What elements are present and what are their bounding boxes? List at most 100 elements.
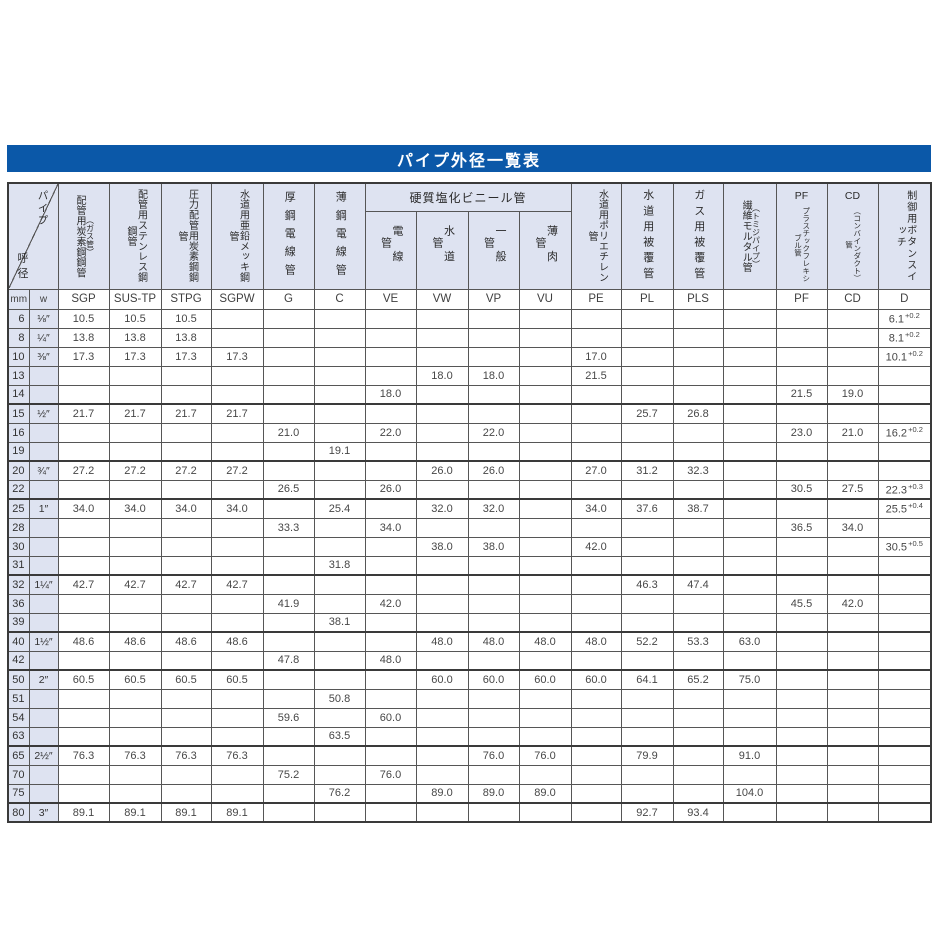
- cell-pl: [620, 764, 674, 785]
- cell-cd: [826, 650, 879, 671]
- table-row: 15 ½″ 21.7 21.7 21.7 21.7 25.7 26.8: [7, 403, 932, 424]
- col-header-ve: 電線管: [364, 210, 417, 290]
- cell-vu: [518, 384, 572, 405]
- cell-g: [262, 403, 315, 424]
- cell-cd: [826, 555, 879, 576]
- cell-c: [313, 346, 366, 367]
- cell-vw: [415, 764, 469, 785]
- col-header-pf: PF プラスチックフレキシブル管: [775, 182, 828, 290]
- cell-ve: [364, 555, 417, 576]
- cell-sus: 42.7: [108, 574, 162, 595]
- cell-pe: [570, 384, 622, 405]
- cell-inch: [28, 726, 59, 747]
- cell-inch: 1″: [28, 498, 59, 519]
- cell-d: [877, 593, 932, 614]
- cell-d: [877, 365, 932, 386]
- cell-mm: 8: [7, 327, 30, 348]
- cell-pls: 93.4: [672, 802, 724, 823]
- cell-pe: 17.0: [570, 346, 622, 367]
- cell-pe: 48.0: [570, 631, 622, 652]
- cell-pl: [620, 726, 674, 747]
- cell-mm: 51: [7, 688, 30, 709]
- cell-c: [313, 327, 366, 348]
- table-body: 6 ⅛″ 10.5 10.5 10.5 6.1+0.2 8 ¼″ 13.8 13.8 13.8 8.1…: [7, 308, 932, 823]
- cell-vu: 60.0: [518, 669, 572, 690]
- cell-sgp: [57, 593, 110, 614]
- cell-sgp: [57, 441, 110, 462]
- cell-mm: 6: [7, 308, 30, 329]
- cell-pls: [672, 764, 724, 785]
- cell-pe: [570, 479, 622, 500]
- cell-g: 47.8: [262, 650, 315, 671]
- cell-vw: 32.0: [415, 498, 469, 519]
- cell-c: [313, 403, 366, 424]
- cell-vu: [518, 441, 572, 462]
- cell-pl: 79.9: [620, 745, 674, 766]
- cell-c: [313, 460, 366, 481]
- cell-vp: [467, 327, 520, 348]
- cell-vu: [518, 707, 572, 728]
- cell-cd: [826, 631, 879, 652]
- diagonal-divider: パイプ 呼径: [9, 184, 57, 288]
- cell-ve: [364, 574, 417, 595]
- cell-sus: 27.2: [108, 460, 162, 481]
- code-vw: VW: [415, 288, 469, 310]
- cell-pe: [570, 593, 622, 614]
- table-row: 20 ¾″ 27.2 27.2 27.2 27.2 26.0 26.0 27.0 31.2 32.3: [7, 460, 932, 481]
- cell-pls: 32.3: [672, 460, 724, 481]
- cell-c: [313, 764, 366, 785]
- cell-sgp: [57, 688, 110, 709]
- col-header-fiber-mortar: 繊維モルタル管 （トミジパイプ）: [722, 182, 777, 290]
- cell-vu: [518, 422, 572, 443]
- cell-vp: [467, 441, 520, 462]
- cell-c: [313, 517, 366, 538]
- cell-mm: 65: [7, 745, 30, 766]
- cell-vu: [518, 650, 572, 671]
- cell-fm: [722, 517, 777, 538]
- code-c: C: [313, 288, 366, 310]
- cell-sus: [108, 555, 162, 576]
- cell-sus: [108, 536, 162, 557]
- cell-cd: [826, 346, 879, 367]
- cell-vp: 22.0: [467, 422, 520, 443]
- cell-fm: [722, 555, 777, 576]
- cell-c: [313, 479, 366, 500]
- cell-g: 26.5: [262, 479, 315, 500]
- cell-sgpw: 34.0: [210, 498, 264, 519]
- cell-sgpw: 48.6: [210, 631, 264, 652]
- cell-vp: [467, 574, 520, 595]
- cell-pl: [620, 422, 674, 443]
- cell-sgpw: [210, 517, 264, 538]
- cell-sus: [108, 441, 162, 462]
- cell-inch: 3″: [28, 802, 59, 823]
- cell-sgpw: [210, 764, 264, 785]
- cell-vp: 76.0: [467, 745, 520, 766]
- cell-vp: [467, 555, 520, 576]
- cell-fm: [722, 308, 777, 329]
- cell-inch: [28, 650, 59, 671]
- cell-vp: [467, 479, 520, 500]
- cell-c: [313, 745, 366, 766]
- cell-ve: [364, 460, 417, 481]
- cell-fm: [722, 707, 777, 728]
- table-row: 36 41.9 42.0 45.5 42.0: [7, 593, 932, 614]
- cell-stpg: 60.5: [160, 669, 212, 690]
- cell-sgp: 89.1: [57, 802, 110, 823]
- cell-pls: [672, 517, 724, 538]
- cell-inch: 2″: [28, 669, 59, 690]
- cell-pe: [570, 555, 622, 576]
- cell-fm: [722, 498, 777, 519]
- cell-pe: [570, 745, 622, 766]
- cell-sgpw: [210, 650, 264, 671]
- cell-mm: 75: [7, 783, 30, 804]
- table-row: 30 38.0 38.0 42.0 30.5+0.5: [7, 536, 932, 557]
- cell-vw: [415, 403, 469, 424]
- cell-inch: [28, 441, 59, 462]
- cell-pe: 21.5: [570, 365, 622, 386]
- cell-d: [877, 726, 932, 747]
- col-header-sgpw: 水道用亜鉛メッキ鋼管: [210, 182, 264, 290]
- cell-pl: [620, 327, 674, 348]
- table-row: 75 76.2 89.0 89.0 89.0 104.0: [7, 783, 932, 804]
- code-sus-tp: SUS-TP: [108, 288, 162, 310]
- cell-sgp: [57, 479, 110, 500]
